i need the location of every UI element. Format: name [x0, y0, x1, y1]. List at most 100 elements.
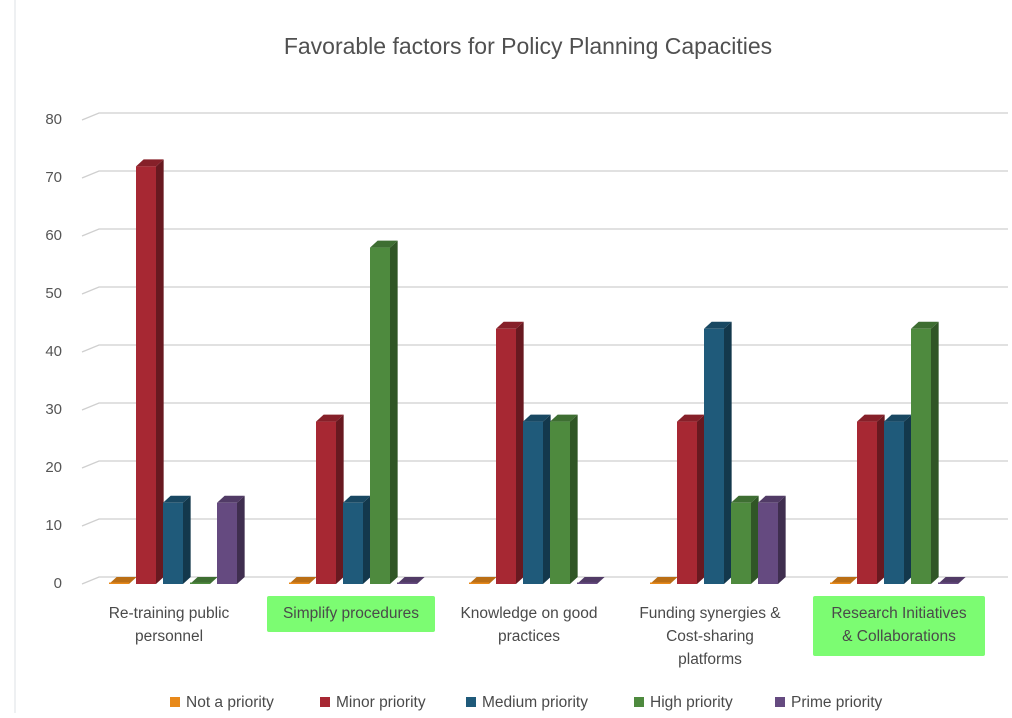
legend-label: Medium priority [482, 694, 588, 711]
bar-side [237, 495, 245, 584]
bar-top [343, 495, 371, 503]
bar [136, 159, 164, 584]
bar-front [190, 582, 210, 584]
chart-title: Favorable factors for Policy Planning Ca… [284, 33, 772, 59]
bar [523, 414, 551, 584]
x-axis-labels: Re-training public personnel Simplify proc… [109, 596, 985, 668]
y-tick-label: 60 [45, 227, 62, 244]
bar-front [938, 582, 958, 584]
bar-front [523, 421, 543, 584]
bar-top [469, 577, 497, 584]
y-tick-label: 30 [45, 401, 62, 418]
bar [217, 495, 245, 584]
bar-top [163, 495, 191, 503]
bar-side [516, 321, 524, 584]
bars [109, 159, 966, 584]
bar-front [163, 502, 183, 584]
bar-side [363, 495, 371, 584]
category-label: practices [498, 628, 560, 645]
category-label: Research Initiatives [831, 605, 967, 622]
category-label: Knowledge on good [460, 605, 597, 622]
bar-front [677, 421, 697, 584]
gridline [81, 344, 1008, 353]
gridline [81, 228, 1008, 237]
bar-front [830, 582, 850, 584]
bar-top [217, 495, 245, 503]
bar [911, 321, 939, 584]
category-label: platforms [678, 651, 742, 668]
bar-top [677, 414, 705, 422]
bar-front [550, 421, 570, 584]
gridline [81, 170, 1008, 179]
bar-front [758, 502, 778, 584]
bar [316, 414, 344, 584]
bar-top [650, 577, 678, 584]
bar-side [570, 414, 578, 584]
bar [758, 495, 786, 584]
legend-label: Not a priority [186, 694, 274, 711]
y-tick-label: 0 [54, 575, 62, 592]
bar [857, 414, 885, 584]
legend-swatch [170, 697, 180, 707]
bar-top [550, 414, 578, 422]
legend: Not a priority Minor priority Medium prior… [170, 694, 883, 711]
gridlines [81, 112, 1008, 585]
bar-top [136, 159, 164, 167]
bar-front [469, 582, 489, 584]
bar-side [904, 414, 912, 584]
bar-side [724, 321, 732, 584]
bar-front [217, 502, 237, 584]
bar-front [316, 421, 336, 584]
bar [650, 577, 678, 584]
bar [550, 414, 578, 584]
bar [938, 577, 966, 584]
bar-side [877, 414, 885, 584]
bar-side [183, 495, 191, 584]
bar-top [830, 577, 858, 584]
bar-top [523, 414, 551, 422]
bar [370, 240, 398, 584]
category-label: personnel [135, 628, 203, 645]
legend-label: Minor priority [336, 694, 426, 711]
legend-swatch [320, 697, 330, 707]
bar-front [370, 247, 390, 584]
bar-front [136, 166, 156, 584]
y-tick-label: 80 [45, 111, 62, 128]
bar-front [911, 328, 931, 584]
bar-side [543, 414, 551, 584]
bar-top [289, 577, 317, 584]
category-label: Funding synergies & [639, 605, 781, 622]
bar-side [778, 495, 786, 584]
bar-top [758, 495, 786, 503]
bar-front [577, 582, 597, 584]
bar-side [156, 159, 164, 584]
bar-top [316, 414, 344, 422]
category-label: Simplify procedures [283, 605, 419, 622]
bar [830, 577, 858, 584]
bar-side [390, 240, 398, 584]
bar [163, 495, 191, 584]
y-tick-label: 40 [45, 343, 62, 360]
bar-front [343, 502, 363, 584]
bar [397, 577, 425, 584]
bar-top [731, 495, 759, 503]
bar-front [731, 502, 751, 584]
bar-top [857, 414, 885, 422]
bar-top [884, 414, 912, 422]
category-label: & Collaborations [842, 628, 956, 645]
legend-label: High priority [650, 694, 733, 711]
bar-top [370, 240, 398, 248]
y-tick-label: 50 [45, 285, 62, 302]
bar [731, 495, 759, 584]
y-tick-label: 70 [45, 169, 62, 186]
bar-side [751, 495, 759, 584]
bar [677, 414, 705, 584]
bar [109, 577, 137, 584]
legend-swatch [634, 697, 644, 707]
bar [289, 577, 317, 584]
y-axis-ticks: 0 10 20 30 40 50 60 70 80 [45, 111, 62, 592]
bar-top [704, 321, 732, 329]
label-highlight [267, 596, 435, 632]
